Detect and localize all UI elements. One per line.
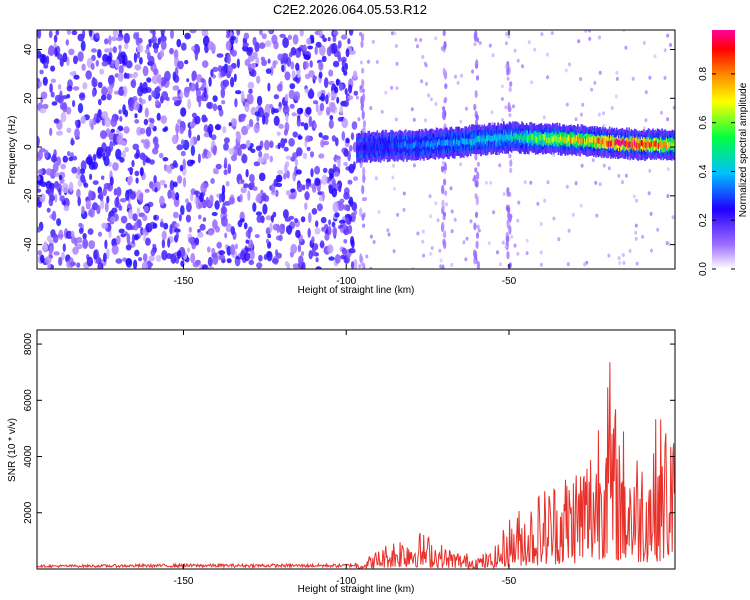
colorbar-tick-label: 0.0 [698, 262, 709, 276]
y-tick-label: 4000 [23, 445, 34, 468]
y-tick-label: -20 [23, 188, 34, 203]
x-tick-label: -50 [502, 576, 517, 587]
snr-frame [36, 329, 676, 570]
spectrogram-y-axis-label: Frequency (Hz) [7, 116, 18, 185]
colorbar-tick-label: 0.4 [698, 164, 709, 178]
spectrogram-frame [36, 29, 676, 270]
y-tick-label: 20 [23, 92, 34, 104]
spectrogram-heatmap [37, 30, 675, 269]
colorbar-tick-label: 0.2 [698, 213, 709, 227]
y-tick-label: -40 [23, 237, 34, 252]
spectrogram-x-axis-label: Height of straight line (km) [298, 285, 415, 296]
x-tick-label: -150 [173, 576, 193, 587]
y-tick-label: 0 [23, 144, 34, 150]
snr-panel: -150 -100 -50 2000 4000 6000 8000 Height of s… [7, 329, 676, 595]
colorbar-tick-label: 0.6 [698, 115, 709, 129]
spectrogram-y-axis: -40 -20 0 20 40 [23, 44, 675, 252]
snr-series-line [37, 362, 675, 569]
y-tick-label: 8000 [23, 332, 34, 355]
colorbar-ticks: 0.0 0.2 0.4 0.6 0.8 [698, 67, 735, 276]
x-tick-label: -100 [336, 276, 356, 287]
spectrogram-x-axis: -150 -100 -50 [173, 30, 517, 287]
colorbar-tick-label: 0.8 [698, 67, 709, 81]
colorbar: 0.0 0.2 0.4 0.6 0.8 Normalized spectral ampl… [698, 30, 749, 276]
snr-x-axis: -150 -100 -50 [173, 330, 517, 587]
x-tick-label: -150 [173, 276, 193, 287]
colorbar-gradient [712, 30, 735, 269]
snr-y-axis-label: SNR (10 * v/v) [7, 418, 18, 482]
colorbar-label: Normalized spectral amplitude [738, 82, 749, 217]
page-title: C2E2.2026.064.05.53.R12 [273, 2, 427, 17]
x-tick-label: -100 [336, 576, 356, 587]
y-tick-label: 40 [23, 44, 34, 56]
spectrogram-panel: -150 -100 -50 -40 -20 0 20 40 Height of straig… [7, 29, 676, 296]
y-tick-label: 6000 [23, 389, 34, 412]
x-tick-label: -50 [502, 276, 517, 287]
snr-x-axis-label: Height of straight line (km) [298, 584, 415, 595]
snr-y-axis: 2000 4000 6000 8000 [23, 332, 675, 524]
y-tick-label: 2000 [23, 501, 34, 524]
